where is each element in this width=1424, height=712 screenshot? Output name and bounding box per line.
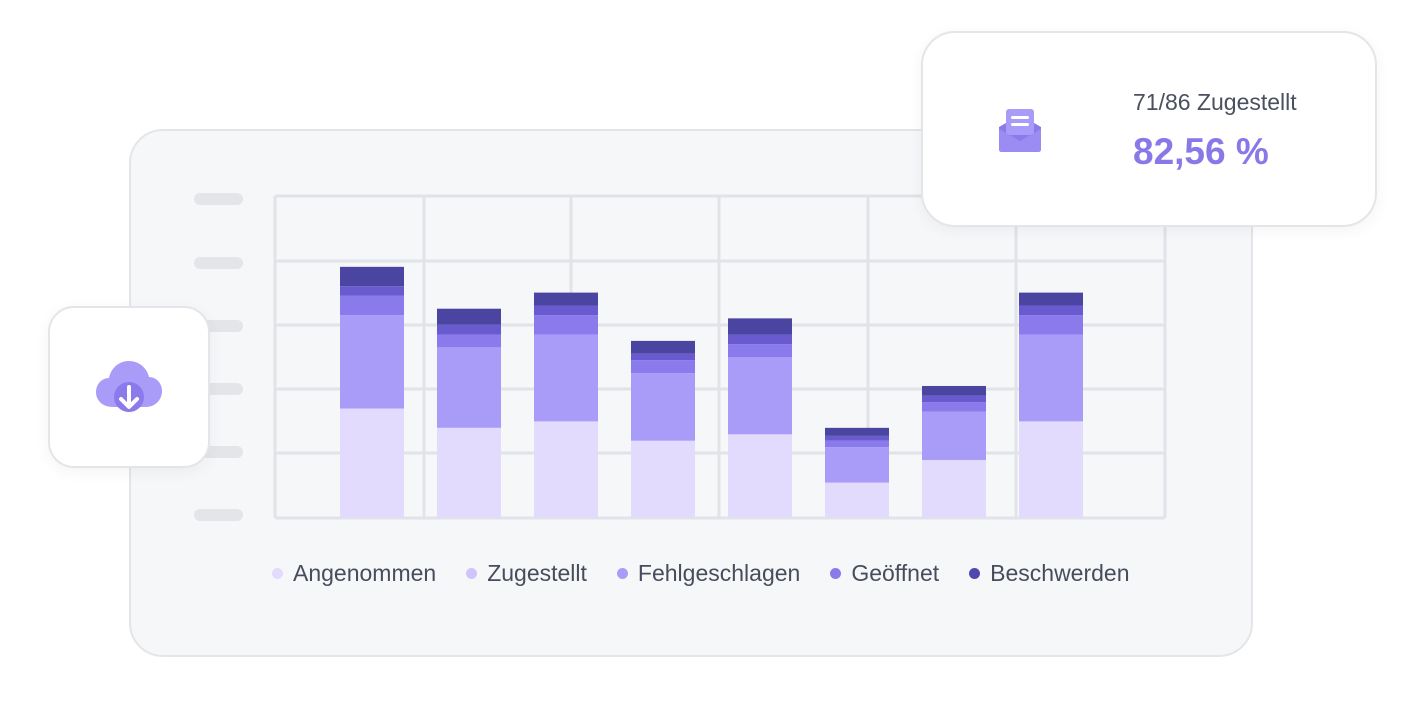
bar-8-angenommen xyxy=(1019,421,1083,518)
bar-5-beschwerden xyxy=(728,318,792,335)
legend-dot xyxy=(830,567,842,579)
bar-8-beschwerden xyxy=(1019,292,1083,306)
bar-2-beschwerden xyxy=(437,308,501,325)
bar-group-6 xyxy=(825,427,889,518)
legend-label: Geöffnet xyxy=(851,559,940,586)
bar-7-fehlgeschlagen xyxy=(922,402,986,412)
bar-4-angenommen xyxy=(631,440,695,518)
bar-4-zugestellt xyxy=(631,373,695,441)
bar-3-angenommen xyxy=(534,421,598,518)
bar-group-1 xyxy=(340,266,404,518)
delivery-rate-value: 82,56 % xyxy=(1133,131,1269,172)
bar-5-angenommen xyxy=(728,434,792,518)
legend-label: Angenommen xyxy=(293,559,437,586)
bar-4-geöffnet xyxy=(631,353,695,361)
bar-6-fehlgeschlagen xyxy=(825,440,889,448)
chart-bars xyxy=(340,266,1083,518)
bar-6-beschwerden xyxy=(825,427,889,436)
download-card[interactable] xyxy=(48,306,210,468)
bar-1-fehlgeschlagen xyxy=(340,295,404,316)
bar-2-angenommen xyxy=(437,427,501,518)
bar-group-2 xyxy=(437,308,501,518)
legend-label: Zugestellt xyxy=(487,559,587,586)
bar-4-fehlgeschlagen xyxy=(631,360,695,374)
bar-7-beschwerden xyxy=(922,385,986,396)
bar-6-geöffnet xyxy=(825,435,889,441)
y-tick-placeholder-1 xyxy=(194,257,243,269)
legend-dot xyxy=(969,567,981,579)
legend-dot xyxy=(616,567,628,579)
bar-8-fehlgeschlagen xyxy=(1019,315,1083,335)
bar-2-geöffnet xyxy=(437,324,501,335)
bar-7-geöffnet xyxy=(922,395,986,403)
bar-5-zugestellt xyxy=(728,357,792,435)
bar-3-fehlgeschlagen xyxy=(534,315,598,335)
legend-item-1: Zugestellt xyxy=(466,560,587,587)
cloud-download-icon xyxy=(96,361,162,412)
bar-3-beschwerden xyxy=(534,292,598,306)
bar-5-geöffnet xyxy=(728,334,792,345)
legend-label: Fehlgeschlagen xyxy=(637,559,801,586)
legend-label: Beschwerden xyxy=(990,559,1130,586)
legend-item-2: Fehlgeschlagen xyxy=(616,559,801,587)
legend-dot xyxy=(272,567,283,579)
bar-2-fehlgeschlagen xyxy=(437,334,501,348)
legend-dot xyxy=(466,567,478,579)
legend-item-3: Geöffnet xyxy=(830,560,939,587)
legend-item-0: Angenommen xyxy=(272,560,436,587)
bar-4-beschwerden xyxy=(631,340,695,354)
bar-1-zugestellt xyxy=(340,315,404,409)
bar-1-geöffnet xyxy=(340,286,404,296)
bar-group-7 xyxy=(922,385,986,518)
bar-8-zugestellt xyxy=(1019,334,1083,422)
bar-6-zugestellt xyxy=(825,447,889,483)
bar-7-zugestellt xyxy=(922,411,986,461)
bar-1-angenommen xyxy=(340,408,404,518)
bar-6-angenommen xyxy=(825,482,889,518)
y-tick-placeholder-0 xyxy=(194,193,243,205)
bar-3-geöffnet xyxy=(534,305,598,316)
bar-2-zugestellt xyxy=(437,347,501,428)
bar-5-fehlgeschlagen xyxy=(728,344,792,357)
bar-7-angenommen xyxy=(922,460,986,518)
bar-8-geöffnet xyxy=(1019,305,1083,316)
y-axis-placeholder-ticks xyxy=(194,193,243,521)
bar-group-8 xyxy=(1019,292,1083,518)
bar-3-zugestellt xyxy=(534,334,598,422)
bar-group-4 xyxy=(631,340,695,518)
chart-legend: Angenommen Zugestellt Fehlgeschlagen Geöffn… xyxy=(272,557,1130,589)
delivery-stat-card: 71/86 Zugestellt 82,56 % xyxy=(921,31,1377,227)
delivered-count-label: 71/86 Zugestellt xyxy=(1133,89,1297,115)
bar-group-5 xyxy=(728,318,792,518)
legend-item-4: Beschwerden xyxy=(969,559,1130,587)
y-tick-placeholder-5 xyxy=(194,509,243,521)
bar-1-beschwerden xyxy=(340,266,404,287)
bar-group-3 xyxy=(534,292,598,518)
mail-open-icon xyxy=(999,109,1041,152)
